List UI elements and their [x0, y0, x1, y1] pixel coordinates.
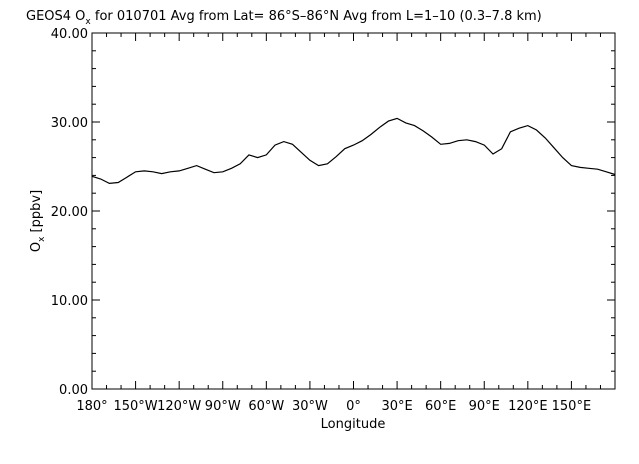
x-tick-label: 60°E	[425, 399, 456, 414]
chart-title-suffix: for 010701 Avg from Lat= 86°S–86°N Avg f…	[91, 9, 542, 24]
ox-series-line	[91, 117, 616, 185]
series-layer	[91, 117, 616, 185]
y-axis-label-suffix: [ppbv]	[29, 190, 44, 237]
x-tick-label: 180°	[76, 399, 107, 414]
plot-area-border	[91, 32, 616, 390]
y-tick-label: 0.00	[59, 383, 88, 398]
x-axis: 180° 150°W 120°W 90°W 60°W 30°W 0° 30°E 60°E 90°E…	[76, 33, 601, 414]
chart-title: GEOS4 Ox for 010701 Avg from Lat= 86°S–8…	[26, 9, 542, 27]
x-tick-label: 30°E	[381, 399, 412, 414]
x-tick-label: 150°E	[552, 399, 592, 414]
plot-frame	[91, 32, 616, 390]
y-tick-label: 20.00	[51, 205, 88, 220]
y-axis-label-group: Ox [ppbv]	[29, 190, 47, 252]
chart-title-prefix: GEOS4 O	[26, 9, 85, 24]
x-tick-label: 30°W	[292, 399, 328, 414]
y-tick-label: 30.00	[51, 116, 88, 131]
x-tick-label: 90°W	[205, 399, 241, 414]
x-tick-label: 120°E	[508, 399, 548, 414]
chart-title-group: GEOS4 Ox for 010701 Avg from Lat= 86°S–8…	[26, 9, 542, 27]
y-tick-label: 40.00	[51, 27, 88, 42]
x-tick-label: 60°W	[248, 399, 284, 414]
chart-title-subscript: x	[85, 17, 91, 27]
x-tick-label: 150°W	[113, 399, 157, 414]
y-axis-label-prefix: O	[29, 242, 44, 252]
x-tick-label: 0°	[346, 399, 361, 414]
y-axis-label: Ox [ppbv]	[29, 190, 47, 252]
x-tick-label: 120°W	[157, 399, 201, 414]
y-axis: 0.00 10.00 20.00 30.00 40.00	[51, 27, 615, 398]
y-tick-label: 10.00	[51, 294, 88, 309]
x-tick-label: 90°E	[469, 399, 500, 414]
x-axis-label: Longitude	[321, 417, 386, 432]
y-axis-label-subscript: x	[37, 236, 47, 242]
